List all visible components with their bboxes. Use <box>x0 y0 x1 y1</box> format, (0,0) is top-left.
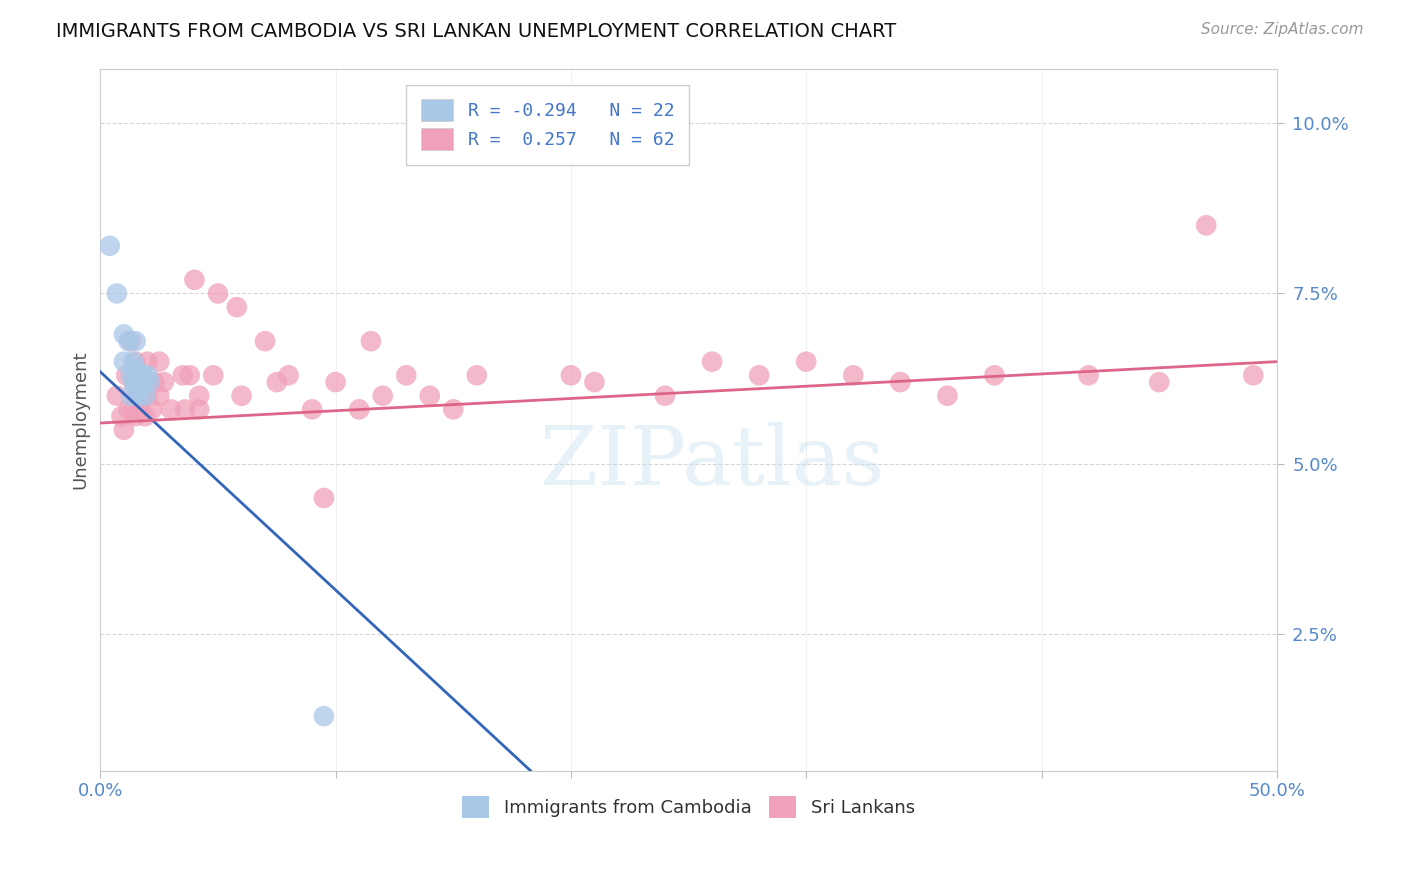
Point <box>231 389 253 403</box>
Point <box>172 368 194 383</box>
Point <box>139 375 162 389</box>
Point <box>120 368 142 383</box>
Point <box>129 368 152 383</box>
Point <box>1195 219 1218 233</box>
Point <box>105 389 128 403</box>
Point <box>127 389 149 403</box>
Point <box>183 273 205 287</box>
Point <box>131 375 153 389</box>
Point <box>889 375 911 389</box>
Point <box>360 334 382 349</box>
Point <box>153 375 176 389</box>
Point <box>141 402 163 417</box>
Point <box>266 375 288 389</box>
Point <box>122 402 145 417</box>
Point <box>115 368 138 383</box>
Y-axis label: Unemployment: Unemployment <box>72 351 89 489</box>
Text: IMMIGRANTS FROM CAMBODIA VS SRI LANKAN UNEMPLOYMENT CORRELATION CHART: IMMIGRANTS FROM CAMBODIA VS SRI LANKAN U… <box>56 22 897 41</box>
Point <box>122 375 145 389</box>
Point <box>112 327 135 342</box>
Point <box>371 389 394 403</box>
Point <box>127 375 149 389</box>
Point <box>131 368 153 383</box>
Point <box>202 368 225 383</box>
Point <box>105 286 128 301</box>
Point <box>124 409 146 424</box>
Point <box>124 334 146 349</box>
Point <box>465 368 488 383</box>
Point <box>134 409 156 424</box>
Point <box>131 368 153 383</box>
Point <box>110 409 132 424</box>
Point <box>122 354 145 368</box>
Point <box>207 286 229 301</box>
Point <box>188 402 211 417</box>
Point <box>312 709 335 723</box>
Point <box>122 375 145 389</box>
Point <box>936 389 959 403</box>
Point <box>117 402 139 417</box>
Point <box>120 389 142 403</box>
Point <box>124 354 146 368</box>
Point <box>136 354 159 368</box>
Point <box>325 375 347 389</box>
Point <box>136 368 159 383</box>
Text: Source: ZipAtlas.com: Source: ZipAtlas.com <box>1201 22 1364 37</box>
Point <box>347 402 370 417</box>
Point <box>301 402 323 417</box>
Point <box>160 402 183 417</box>
Point <box>794 354 817 368</box>
Point <box>1147 375 1170 389</box>
Point <box>127 368 149 383</box>
Point <box>120 334 142 349</box>
Point <box>583 375 606 389</box>
Point <box>188 389 211 403</box>
Point <box>129 382 152 396</box>
Point <box>129 402 152 417</box>
Point <box>419 389 441 403</box>
Point <box>983 368 1005 383</box>
Point <box>174 402 197 417</box>
Point <box>134 389 156 403</box>
Point <box>127 389 149 403</box>
Point <box>225 300 247 314</box>
Point <box>842 368 865 383</box>
Point <box>654 389 676 403</box>
Point <box>1077 368 1099 383</box>
Point <box>139 375 162 389</box>
Point <box>134 389 156 403</box>
Point <box>148 354 170 368</box>
Point <box>441 402 464 417</box>
Point <box>124 361 146 376</box>
Point <box>395 368 418 383</box>
Point <box>148 389 170 403</box>
Point <box>1241 368 1264 383</box>
Point <box>127 368 149 383</box>
Point <box>124 389 146 403</box>
Point <box>143 375 166 389</box>
Point <box>112 354 135 368</box>
Point <box>136 389 159 403</box>
Point <box>117 334 139 349</box>
Point <box>748 368 770 383</box>
Point <box>254 334 277 349</box>
Point <box>98 239 121 253</box>
Text: ZIPatlas: ZIPatlas <box>540 422 884 501</box>
Point <box>700 354 723 368</box>
Point <box>179 368 201 383</box>
Point <box>312 491 335 505</box>
Point <box>560 368 582 383</box>
Legend: Immigrants from Cambodia, Sri Lankans: Immigrants from Cambodia, Sri Lankans <box>456 789 922 825</box>
Point <box>112 423 135 437</box>
Point <box>277 368 299 383</box>
